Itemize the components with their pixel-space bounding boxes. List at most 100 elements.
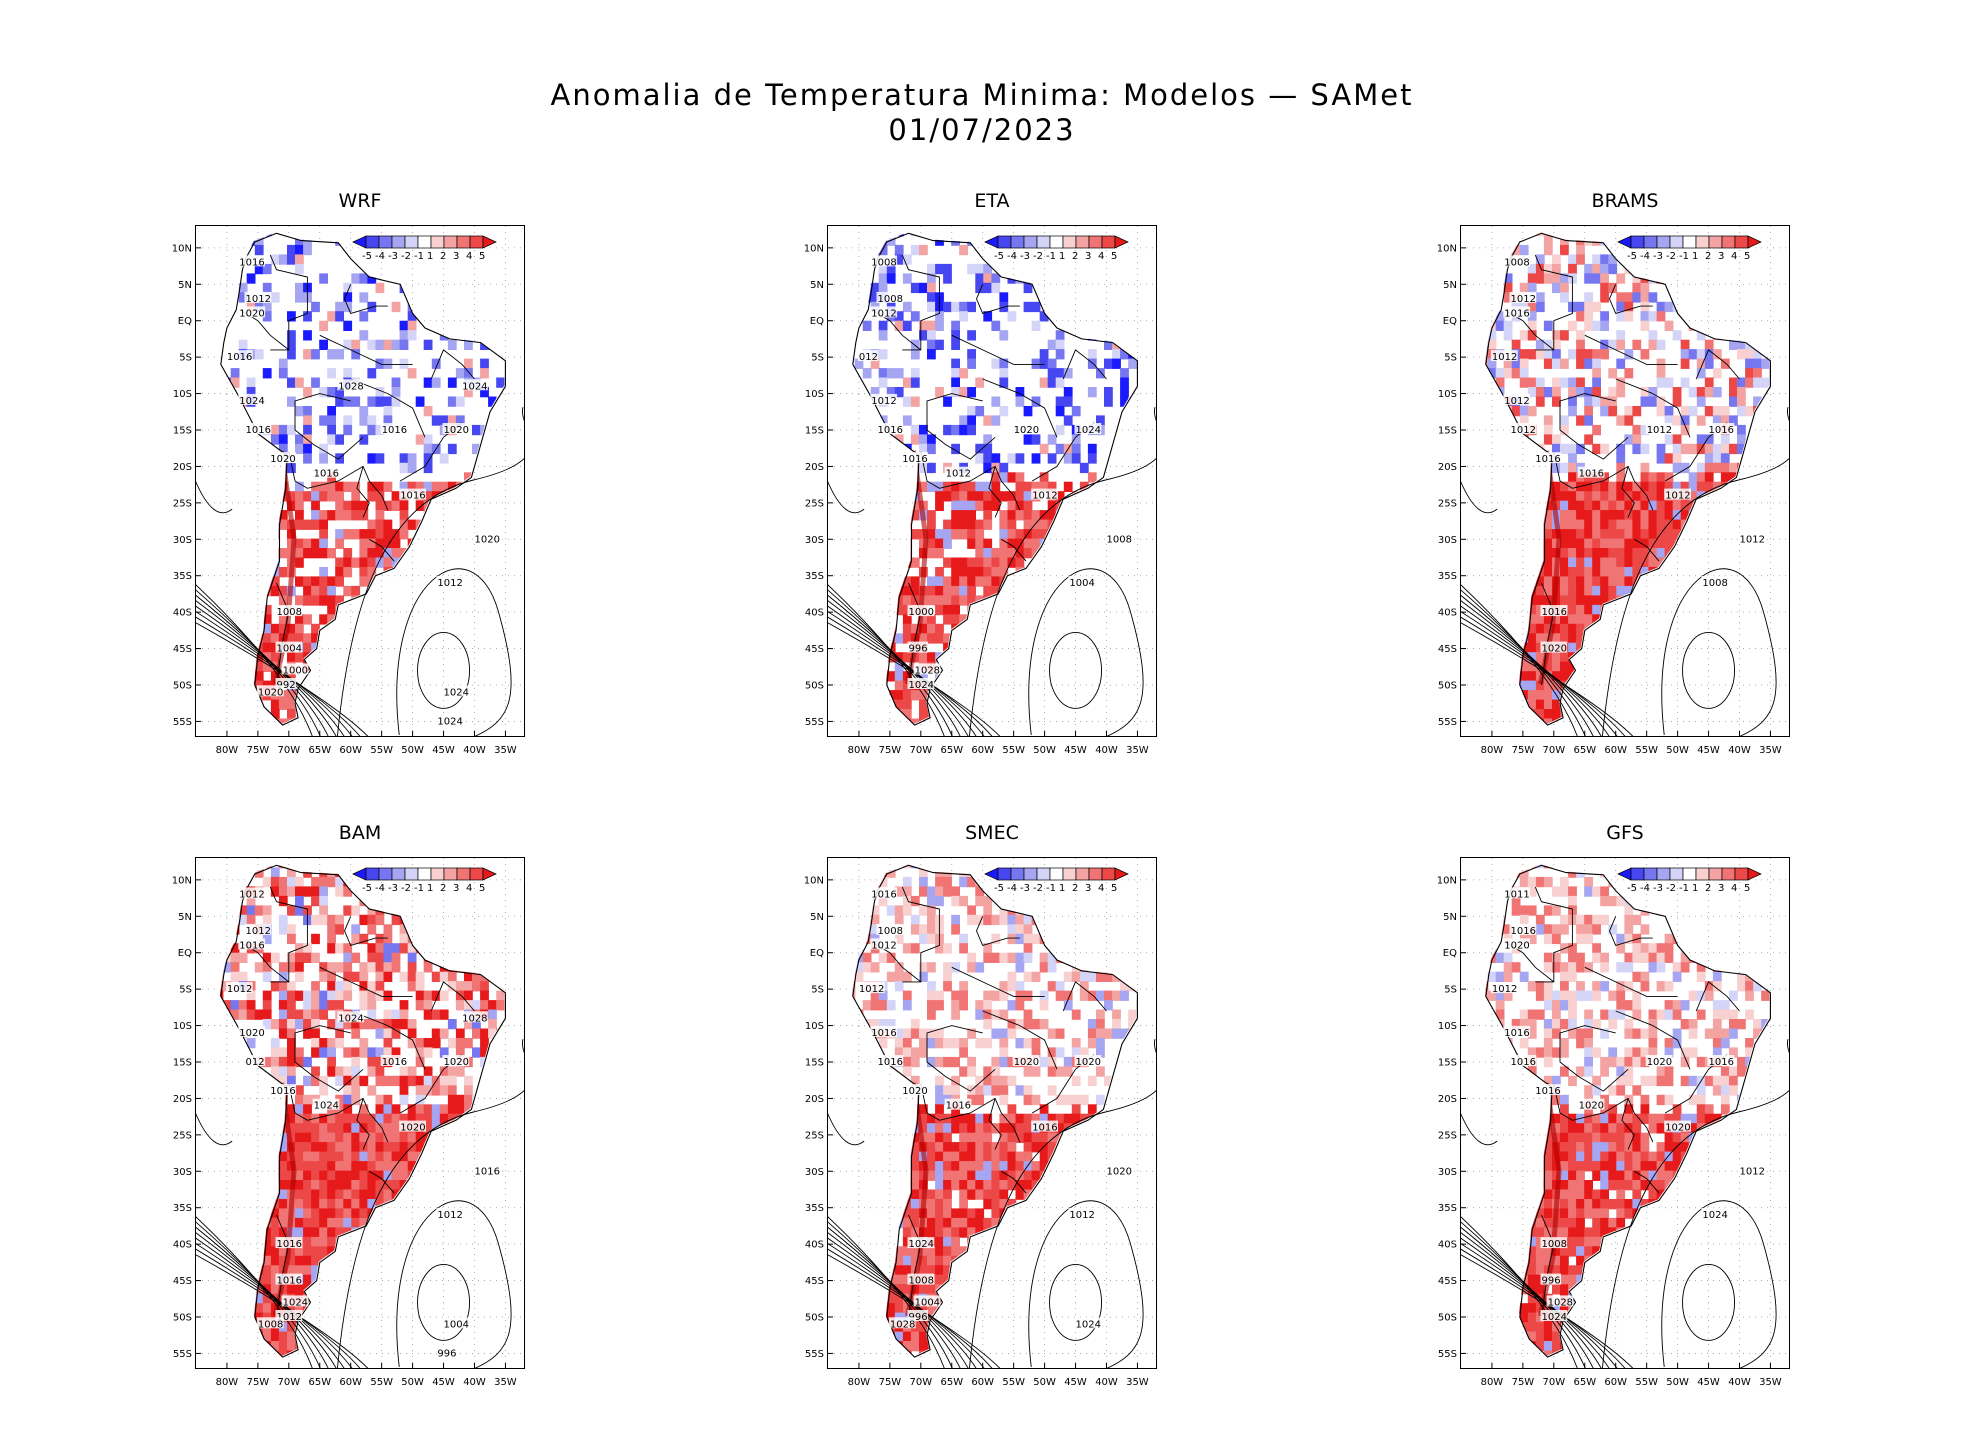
anomaly-cell bbox=[1761, 642, 1770, 653]
anomaly-cell bbox=[1535, 709, 1545, 720]
anomaly-cell bbox=[1696, 462, 1706, 474]
anomaly-cell bbox=[1495, 368, 1505, 379]
anomaly-cell bbox=[399, 864, 409, 869]
anomaly-cell bbox=[1015, 661, 1025, 672]
anomaly-cell bbox=[278, 699, 288, 710]
anomaly-cell bbox=[287, 1019, 296, 1030]
anomaly-cell bbox=[464, 1142, 473, 1153]
anomaly-cell bbox=[230, 642, 240, 653]
lat-label: 5N bbox=[810, 280, 824, 291]
anomaly-cell bbox=[1032, 728, 1041, 738]
lon-label: 70W bbox=[1542, 745, 1565, 756]
anomaly-cell bbox=[983, 690, 993, 701]
anomaly-cell bbox=[359, 962, 369, 973]
anomaly-cell bbox=[415, 933, 425, 945]
anomaly-cell bbox=[295, 282, 304, 294]
anomaly-cell bbox=[1104, 557, 1113, 568]
anomaly-cell bbox=[1495, 576, 1505, 587]
anomaly-cell bbox=[851, 548, 856, 559]
anomaly-cell bbox=[496, 1028, 505, 1039]
anomaly-cell bbox=[375, 396, 385, 407]
isobar-label: 1016 bbox=[314, 469, 339, 480]
anomaly-cell bbox=[935, 595, 944, 606]
isobar-line bbox=[336, 407, 524, 736]
anomaly-cell bbox=[851, 424, 856, 436]
anomaly-cell bbox=[1535, 576, 1545, 587]
isobar-label: 1012 bbox=[946, 469, 971, 480]
anomaly-cell bbox=[1527, 529, 1537, 540]
anomaly-cell bbox=[1568, 576, 1577, 587]
anomaly-cell bbox=[1624, 623, 1634, 635]
anomaly-cell bbox=[287, 424, 296, 436]
anomaly-cell bbox=[1696, 690, 1706, 701]
anomaly-cell bbox=[1632, 529, 1642, 540]
anomaly-cell bbox=[1688, 680, 1698, 691]
anomaly-cell bbox=[886, 510, 896, 521]
anomaly-cell bbox=[383, 943, 393, 954]
anomaly-cell bbox=[1511, 529, 1521, 540]
anomaly-cell bbox=[935, 263, 944, 275]
anomaly-cell bbox=[1503, 567, 1513, 578]
anomaly-cell bbox=[295, 728, 304, 738]
anomaly-cell bbox=[927, 595, 936, 606]
anomaly-cell bbox=[230, 1009, 240, 1020]
anomaly-cell bbox=[1761, 557, 1770, 568]
anomaly-cell bbox=[1720, 358, 1730, 369]
anomaly-cell bbox=[464, 339, 473, 350]
anomaly-cell bbox=[1664, 472, 1674, 483]
anomaly-cell bbox=[1592, 671, 1601, 682]
anomaly-cell bbox=[1552, 633, 1561, 644]
anomaly-cell bbox=[1015, 263, 1025, 275]
anomaly-cell bbox=[327, 576, 336, 587]
anomaly-cell bbox=[246, 510, 256, 521]
anomaly-cell bbox=[504, 519, 505, 530]
anomaly-cell bbox=[1672, 680, 1682, 691]
anomaly-cell bbox=[1120, 671, 1129, 682]
anomaly-cell bbox=[879, 728, 888, 738]
anomaly-cell bbox=[383, 1132, 393, 1143]
anomaly-cell bbox=[254, 491, 264, 502]
anomaly-cell bbox=[335, 1113, 344, 1124]
anomaly-cell bbox=[455, 895, 465, 907]
anomaly-cell bbox=[1616, 690, 1626, 701]
anomaly-cell bbox=[431, 1132, 441, 1143]
anomaly-cell bbox=[1519, 548, 1529, 559]
anomaly-cell bbox=[862, 680, 872, 691]
anomaly-cell bbox=[351, 529, 361, 540]
anomaly-cell bbox=[991, 320, 1001, 331]
anomaly-cell bbox=[1031, 538, 1041, 549]
anomaly-cell bbox=[1104, 709, 1113, 720]
anomaly-cell bbox=[1096, 282, 1105, 294]
anomaly-cell bbox=[303, 415, 312, 426]
anomaly-cell bbox=[1519, 406, 1529, 417]
anomaly-cell bbox=[1584, 406, 1593, 417]
anomaly-cell bbox=[278, 595, 288, 606]
anomaly-cell bbox=[886, 671, 896, 682]
anomaly-cell bbox=[439, 661, 449, 672]
lat-label: 45S bbox=[805, 644, 824, 655]
anomaly-cell bbox=[1120, 491, 1129, 502]
anomaly-cell bbox=[375, 491, 385, 502]
anomaly-cell bbox=[415, 1142, 425, 1153]
isobar-label-bg bbox=[256, 685, 284, 697]
anomaly-cell bbox=[1128, 282, 1137, 294]
panel-bam: BAM 1012 1012 1016 1012 1020 012 1016 1024 1016 1… bbox=[172, 822, 525, 1389]
anomaly-cell bbox=[1608, 396, 1618, 407]
anomaly-cell bbox=[496, 320, 505, 331]
anomaly-cell bbox=[431, 510, 441, 521]
anomaly-cell bbox=[1656, 595, 1666, 606]
anomaly-cell bbox=[935, 491, 944, 502]
isobar-label-bg bbox=[907, 678, 935, 689]
anomaly-cell bbox=[327, 690, 336, 701]
anomaly-cell bbox=[1600, 652, 1609, 663]
anomaly-cell bbox=[886, 699, 896, 710]
anomaly-cell bbox=[391, 864, 401, 869]
anomaly-cell bbox=[423, 538, 433, 549]
anomaly-cell bbox=[975, 690, 985, 701]
anomaly-cell bbox=[959, 680, 968, 691]
anomaly-cell bbox=[1487, 339, 1497, 350]
anomaly-cell bbox=[1648, 604, 1658, 616]
anomaly-cell bbox=[1560, 529, 1569, 540]
anomaly-cell bbox=[1704, 349, 1714, 360]
anomaly-cell bbox=[262, 491, 272, 502]
